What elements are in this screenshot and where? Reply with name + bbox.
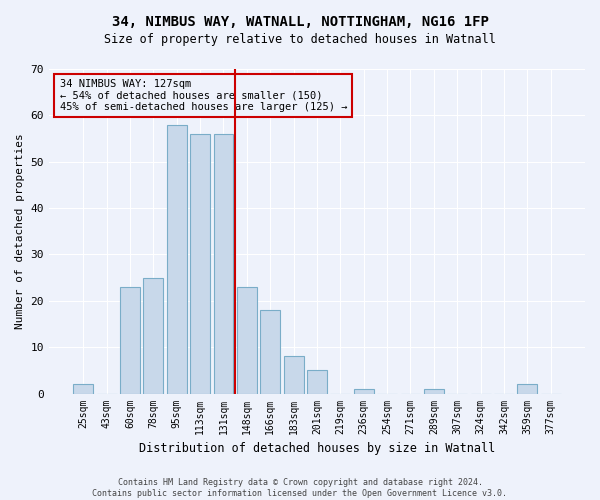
Text: Size of property relative to detached houses in Watnall: Size of property relative to detached ho…	[104, 32, 496, 46]
Bar	[143, 278, 163, 394]
Text: 34, NIMBUS WAY, WATNALL, NOTTINGHAM, NG16 1FP: 34, NIMBUS WAY, WATNALL, NOTTINGHAM, NG1…	[112, 15, 488, 29]
Bar	[307, 370, 327, 394]
Bar	[120, 287, 140, 394]
Bar	[214, 134, 233, 394]
Bar	[284, 356, 304, 394]
Bar	[167, 124, 187, 394]
Bar	[260, 310, 280, 394]
Bar	[517, 384, 537, 394]
Text: 34 NIMBUS WAY: 127sqm
← 54% of detached houses are smaller (150)
45% of semi-det: 34 NIMBUS WAY: 127sqm ← 54% of detached …	[59, 78, 347, 112]
Bar	[73, 384, 93, 394]
Bar	[190, 134, 210, 394]
Text: Contains HM Land Registry data © Crown copyright and database right 2024.
Contai: Contains HM Land Registry data © Crown c…	[92, 478, 508, 498]
Bar	[424, 389, 444, 394]
Y-axis label: Number of detached properties: Number of detached properties	[15, 134, 25, 329]
Bar	[237, 287, 257, 394]
X-axis label: Distribution of detached houses by size in Watnall: Distribution of detached houses by size …	[139, 442, 495, 455]
Bar	[354, 389, 374, 394]
